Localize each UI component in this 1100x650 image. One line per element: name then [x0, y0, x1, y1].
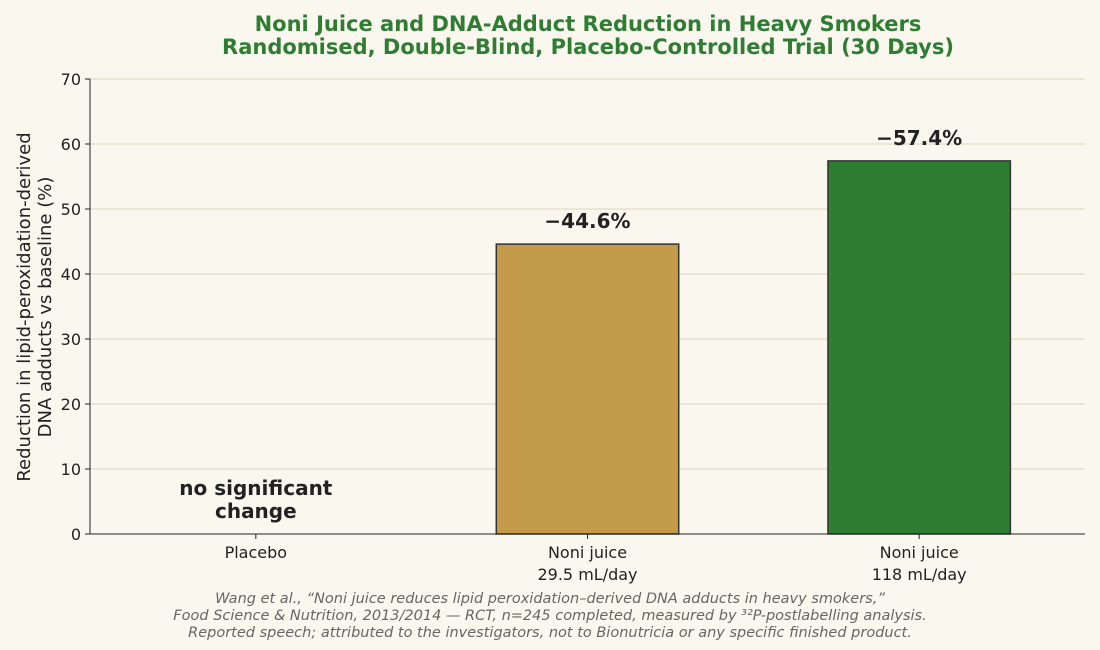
x-tick-label: 118 mL/day: [872, 565, 967, 584]
data-label: change: [215, 499, 297, 523]
y-tick-label: 50: [61, 200, 81, 219]
y-ticks: 0 10 20 30 40 50 60 70: [61, 70, 90, 544]
chart-title: Noni Juice and DNA-Adduct Reduction in H…: [255, 12, 922, 36]
data-label: no significant: [179, 476, 333, 500]
y-tick-label: 40: [61, 265, 81, 284]
footnote-line-1: Wang et al., “Noni juice reduces lipid p…: [215, 591, 885, 607]
x-tick-label: Noni juice: [880, 543, 959, 562]
y-tick-label: 0: [71, 525, 81, 544]
y-axis-label: Reduction in lipid-peroxidation-derived …: [14, 132, 56, 481]
bars: [495, 160, 1012, 535]
x-tick-label: Placebo: [225, 543, 287, 562]
y-tick-label: 60: [61, 135, 81, 154]
chart-subtitle: Randomised, Double-Blind, Placebo-Contro…: [222, 35, 954, 59]
y-axis-label-line-1: Reduction in lipid-peroxidation-derived: [14, 132, 35, 481]
y-tick-label: 20: [61, 395, 81, 414]
footnote-line-3: Reported speech; attributed to the inves…: [188, 625, 912, 641]
footnote-line-2: Food Science & Nutrition, 2013/2014 — RC…: [173, 608, 926, 624]
y-tick-label: 10: [61, 460, 81, 479]
y-axis-label-line-2: DNA adducts vs baseline (%): [35, 177, 56, 438]
x-ticks: Placebo Noni juice 29.5 mL/day Noni juice 11…: [225, 534, 967, 584]
y-tick-label: 30: [61, 330, 81, 349]
x-tick-label: 29.5 mL/day: [537, 565, 637, 584]
bar: [827, 160, 1012, 535]
data-label: −44.6%: [544, 209, 630, 233]
x-tick-label: Noni juice: [548, 543, 627, 562]
y-tick-label: 70: [61, 70, 81, 89]
footnote: Wang et al., “Noni juice reduces lipid p…: [173, 591, 926, 641]
data-label: −57.4%: [876, 126, 962, 150]
bar: [495, 243, 680, 535]
